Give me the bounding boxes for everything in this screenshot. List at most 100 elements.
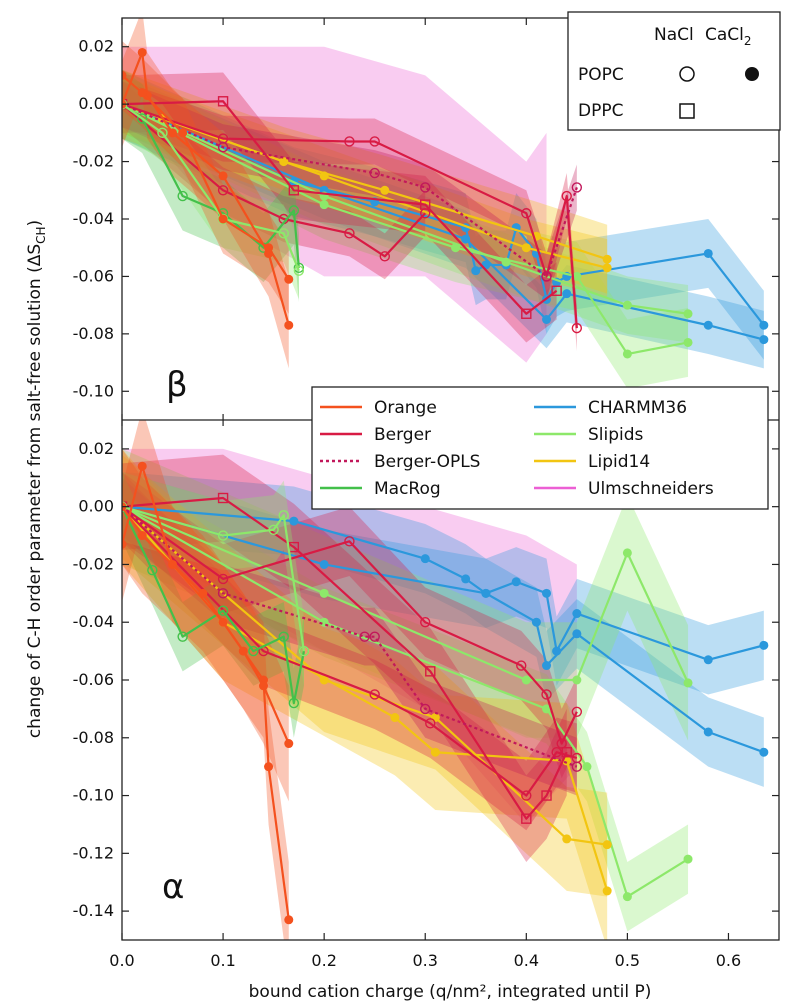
series-line xyxy=(122,103,578,329)
y-axis-label: change of C-H order parameter from salt-… xyxy=(25,220,48,738)
data-point xyxy=(571,322,583,334)
data-point xyxy=(521,243,531,253)
data-point xyxy=(542,661,552,671)
data-point xyxy=(541,689,552,700)
y-tick-label: -0.06 xyxy=(73,670,114,689)
data-point xyxy=(562,289,572,299)
y-tick-label: -0.08 xyxy=(73,728,114,747)
series-line xyxy=(122,505,690,684)
panel-label-beta: β xyxy=(166,365,188,405)
data-point xyxy=(198,588,208,598)
y-tick-label: 0.02 xyxy=(78,37,114,56)
series-line xyxy=(122,506,290,744)
error-band xyxy=(122,72,557,343)
series-line xyxy=(122,505,578,768)
series-line xyxy=(122,505,578,745)
data-point xyxy=(264,762,274,772)
data-point xyxy=(217,530,229,541)
series-line xyxy=(122,505,306,652)
series-line xyxy=(122,103,578,278)
data-point xyxy=(288,185,300,196)
error-band xyxy=(122,448,577,825)
data-point xyxy=(542,588,552,598)
data-point xyxy=(420,182,431,193)
data-point xyxy=(264,243,274,253)
data-point xyxy=(572,271,582,281)
y-tick-label: -0.04 xyxy=(73,612,114,631)
open-square-marker xyxy=(679,103,695,119)
error-band xyxy=(122,69,689,389)
data-point xyxy=(683,309,693,319)
plot-frame xyxy=(121,17,780,941)
data-point xyxy=(344,536,355,547)
force-field-legend: Orange Berger Berger-OPLS MacRog CHARMM36 Sli… xyxy=(311,386,769,510)
data-point xyxy=(759,335,769,345)
data-point xyxy=(683,854,693,864)
series-lines-alpha xyxy=(122,461,769,925)
series-line xyxy=(122,505,765,754)
y-tick-label: -0.10 xyxy=(73,786,114,805)
data-point xyxy=(380,185,390,195)
data-point xyxy=(157,127,168,139)
series-line xyxy=(122,505,578,797)
marker-legend-row-dppc: DPPC xyxy=(578,101,623,121)
panel-label-alpha: α xyxy=(162,867,184,907)
data-point xyxy=(542,315,552,324)
error-band xyxy=(122,472,764,695)
data-point xyxy=(572,629,582,639)
data-point xyxy=(430,747,440,757)
data-point xyxy=(137,531,147,541)
data-point xyxy=(622,349,632,359)
error-band xyxy=(122,69,299,303)
data-point xyxy=(137,461,147,471)
data-point xyxy=(551,285,562,296)
data-point xyxy=(218,171,228,181)
data-point xyxy=(177,631,188,642)
marker-legend-col-cacl2: CaCl2 xyxy=(705,25,752,48)
data-point xyxy=(284,320,294,330)
x-tick-label: 0.1 xyxy=(210,951,235,970)
data-point xyxy=(602,263,612,273)
data-point xyxy=(703,248,713,258)
data-point xyxy=(420,554,430,564)
data-point xyxy=(425,718,436,729)
data-point xyxy=(217,573,229,585)
x-tick-label: 0.0 xyxy=(109,951,134,970)
legend-entry: Lipid14 xyxy=(588,452,650,472)
data-point xyxy=(122,70,127,80)
error-band xyxy=(122,69,764,360)
error-band xyxy=(122,46,547,363)
data-point xyxy=(521,675,531,685)
data-point xyxy=(284,915,294,925)
panel-beta: 0.02 0.00 -0.02 -0.04 -0.06 -0.08 -0.10 β xyxy=(73,18,779,405)
data-point xyxy=(268,524,279,535)
data-point xyxy=(248,645,259,657)
data-point xyxy=(319,588,329,598)
data-point xyxy=(288,697,300,709)
data-point xyxy=(683,337,693,347)
series-line xyxy=(122,505,689,898)
series-lines-beta xyxy=(122,47,769,359)
y-tick-label: -0.08 xyxy=(73,324,114,343)
data-point xyxy=(531,617,541,627)
data-point xyxy=(759,747,769,757)
data-point xyxy=(319,200,329,210)
data-point xyxy=(278,631,289,642)
data-point xyxy=(238,646,248,656)
data-point xyxy=(178,128,188,138)
data-point xyxy=(556,738,567,749)
series-line xyxy=(122,103,608,269)
y-tick-label: 0.02 xyxy=(78,439,114,458)
data-point xyxy=(284,739,294,749)
data-point xyxy=(289,516,299,526)
data-point xyxy=(571,182,583,193)
series-line xyxy=(122,103,689,356)
data-point xyxy=(137,47,147,57)
data-point xyxy=(420,617,431,628)
marker-legend-row-popc: POPC xyxy=(578,65,624,85)
y-tick-label: -0.04 xyxy=(73,209,114,228)
y-tick-label: 0.00 xyxy=(78,94,114,113)
data-point xyxy=(541,790,552,801)
data-point xyxy=(217,605,229,616)
